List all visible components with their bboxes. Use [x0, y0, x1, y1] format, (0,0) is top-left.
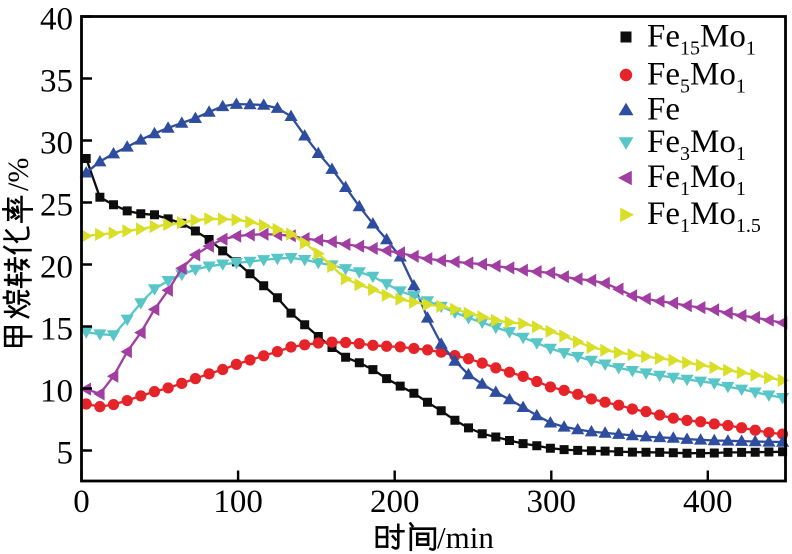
svg-text:30: 30: [40, 125, 73, 161]
svg-text:Fe3​Mo1​: Fe3​Mo1​: [647, 124, 746, 165]
svg-text:20: 20: [40, 249, 73, 285]
svg-text:15: 15: [40, 311, 73, 347]
svg-text:200: 200: [370, 484, 420, 520]
svg-text:40: 40: [40, 1, 73, 37]
svg-text:Fe: Fe: [647, 91, 680, 127]
svg-text:Fe1​Mo1​: Fe1​Mo1​: [647, 159, 746, 200]
svg-text:0: 0: [73, 484, 90, 520]
svg-text:10: 10: [40, 373, 73, 409]
svg-text:Fe15​Mo1​: Fe15​Mo1​: [647, 18, 756, 59]
svg-text:5: 5: [57, 435, 74, 471]
svg-text:25: 25: [40, 187, 73, 223]
svg-text:100: 100: [213, 484, 263, 520]
svg-text:Fe1​Mo1.5​: Fe1​Mo1.5​: [647, 196, 761, 237]
svg-text:Fe5​Mo1​: Fe5​Mo1​: [647, 56, 746, 97]
svg-text:35: 35: [40, 63, 73, 99]
svg-text:300: 300: [527, 484, 577, 520]
svg-text:/min: /min: [437, 520, 494, 554]
svg-text:400: 400: [683, 484, 733, 520]
svg-text:/%: /%: [2, 158, 35, 191]
